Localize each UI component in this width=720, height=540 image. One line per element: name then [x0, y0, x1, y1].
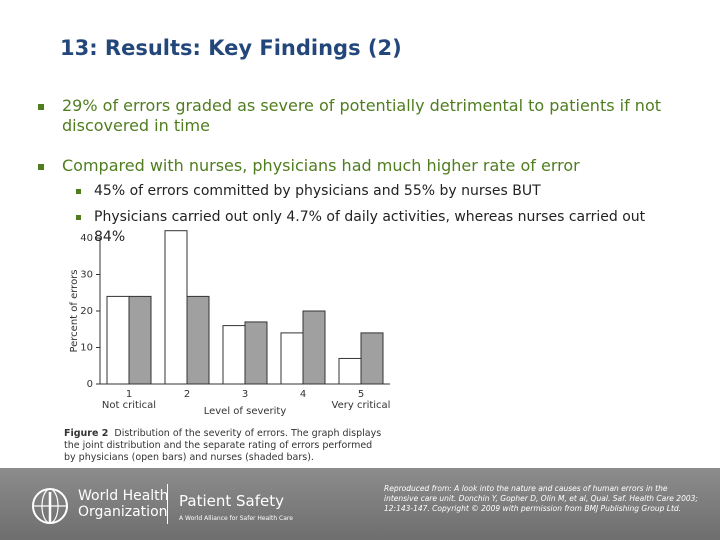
caption-label: Figure 2 [64, 428, 109, 439]
bullet: Compared with nurses, physicians had muc… [62, 156, 580, 175]
tagline: A World Alliance for Safer Health Care [179, 515, 293, 522]
x-tick-label: 1 [126, 389, 132, 400]
figure-caption: Figure 2 Distribution of the severity of… [64, 428, 384, 464]
x-end-label: Not critical [102, 400, 156, 411]
credit: Reproduced from: A look into the nature … [384, 484, 698, 513]
x-tick-label: 4 [300, 389, 306, 400]
bar [164, 230, 188, 385]
y-tick-label: 30 [80, 270, 93, 281]
slide-title: 13: Results: Key Findings (2) [60, 36, 402, 60]
bullet-marker [76, 215, 81, 220]
bar [128, 295, 152, 385]
bar [244, 321, 268, 385]
bullet-marker [38, 164, 44, 170]
x-axis-label: Level of severity [204, 406, 287, 417]
org-line: Organization [78, 504, 168, 520]
bullet-marker [38, 104, 44, 110]
y-tick-label: 40 [80, 233, 93, 244]
chart: 0 10 20 30 40 1 2 3 4 5 Not critical Very critical L… [69, 230, 391, 417]
footer: World Health Organization Patient Safety… [0, 468, 720, 540]
x-end-label: Very critical [332, 400, 391, 411]
y-axis-label: Percent of errors [69, 269, 80, 352]
sub-bullet: 45% of errors committed by physicians an… [94, 183, 541, 199]
bar [222, 325, 246, 385]
bar [280, 332, 304, 385]
caption-text: Distribution of the severity of errors. … [64, 428, 382, 463]
bar [302, 310, 326, 385]
bullet-marker [76, 189, 81, 194]
bar [186, 295, 210, 385]
who-logo [32, 488, 68, 524]
x-tick-label: 2 [184, 389, 190, 400]
bar [338, 357, 362, 385]
x-tick-label: 3 [242, 389, 248, 400]
bar [106, 295, 130, 385]
sub-bullet: Physicians carried out only 4.7% of dail… [94, 209, 646, 245]
y-tick-label: 20 [80, 306, 93, 317]
bar [360, 332, 384, 385]
bullet: 29% of errors graded as severe of potent… [62, 96, 661, 135]
y-tick-label: 0 [87, 379, 93, 390]
org-name: World Health Organization [78, 488, 169, 520]
y-tick-label: 10 [80, 343, 93, 354]
org-line: World Health [78, 488, 169, 504]
x-tick-label: 5 [358, 389, 364, 400]
program-name: Patient Safety [179, 492, 284, 510]
